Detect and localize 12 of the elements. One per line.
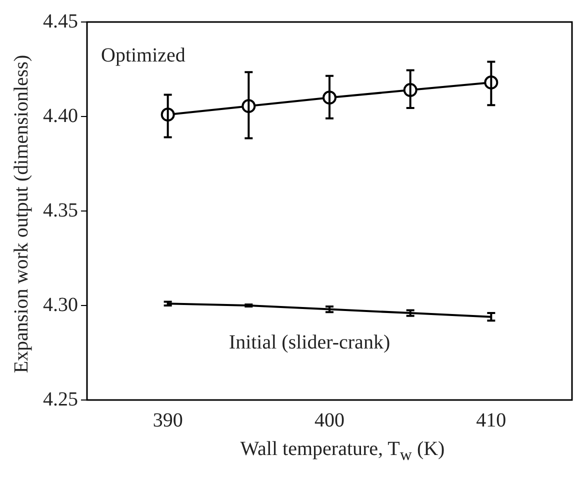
y-tick-label: 4.25 (43, 388, 78, 410)
x-tick-label: 390 (152, 409, 183, 432)
y-tick-label: 4.40 (43, 104, 78, 127)
y-tick-label: 4.45 (43, 10, 78, 32)
x-tick-label: 410 (476, 409, 506, 432)
series-label: Initial (slider-crank) (228, 332, 390, 354)
x-tick-label: 400 (314, 409, 344, 432)
y-tick-label: 4.30 (43, 294, 78, 316)
y-axis-title: Expansion work output (dimensionless) (10, 54, 34, 374)
x-axis-title: Wall temperature, T$_{w}$ (K) (239, 438, 446, 465)
text: Optimized (101, 44, 186, 66)
y-tick-label: 4.35 (43, 199, 78, 222)
